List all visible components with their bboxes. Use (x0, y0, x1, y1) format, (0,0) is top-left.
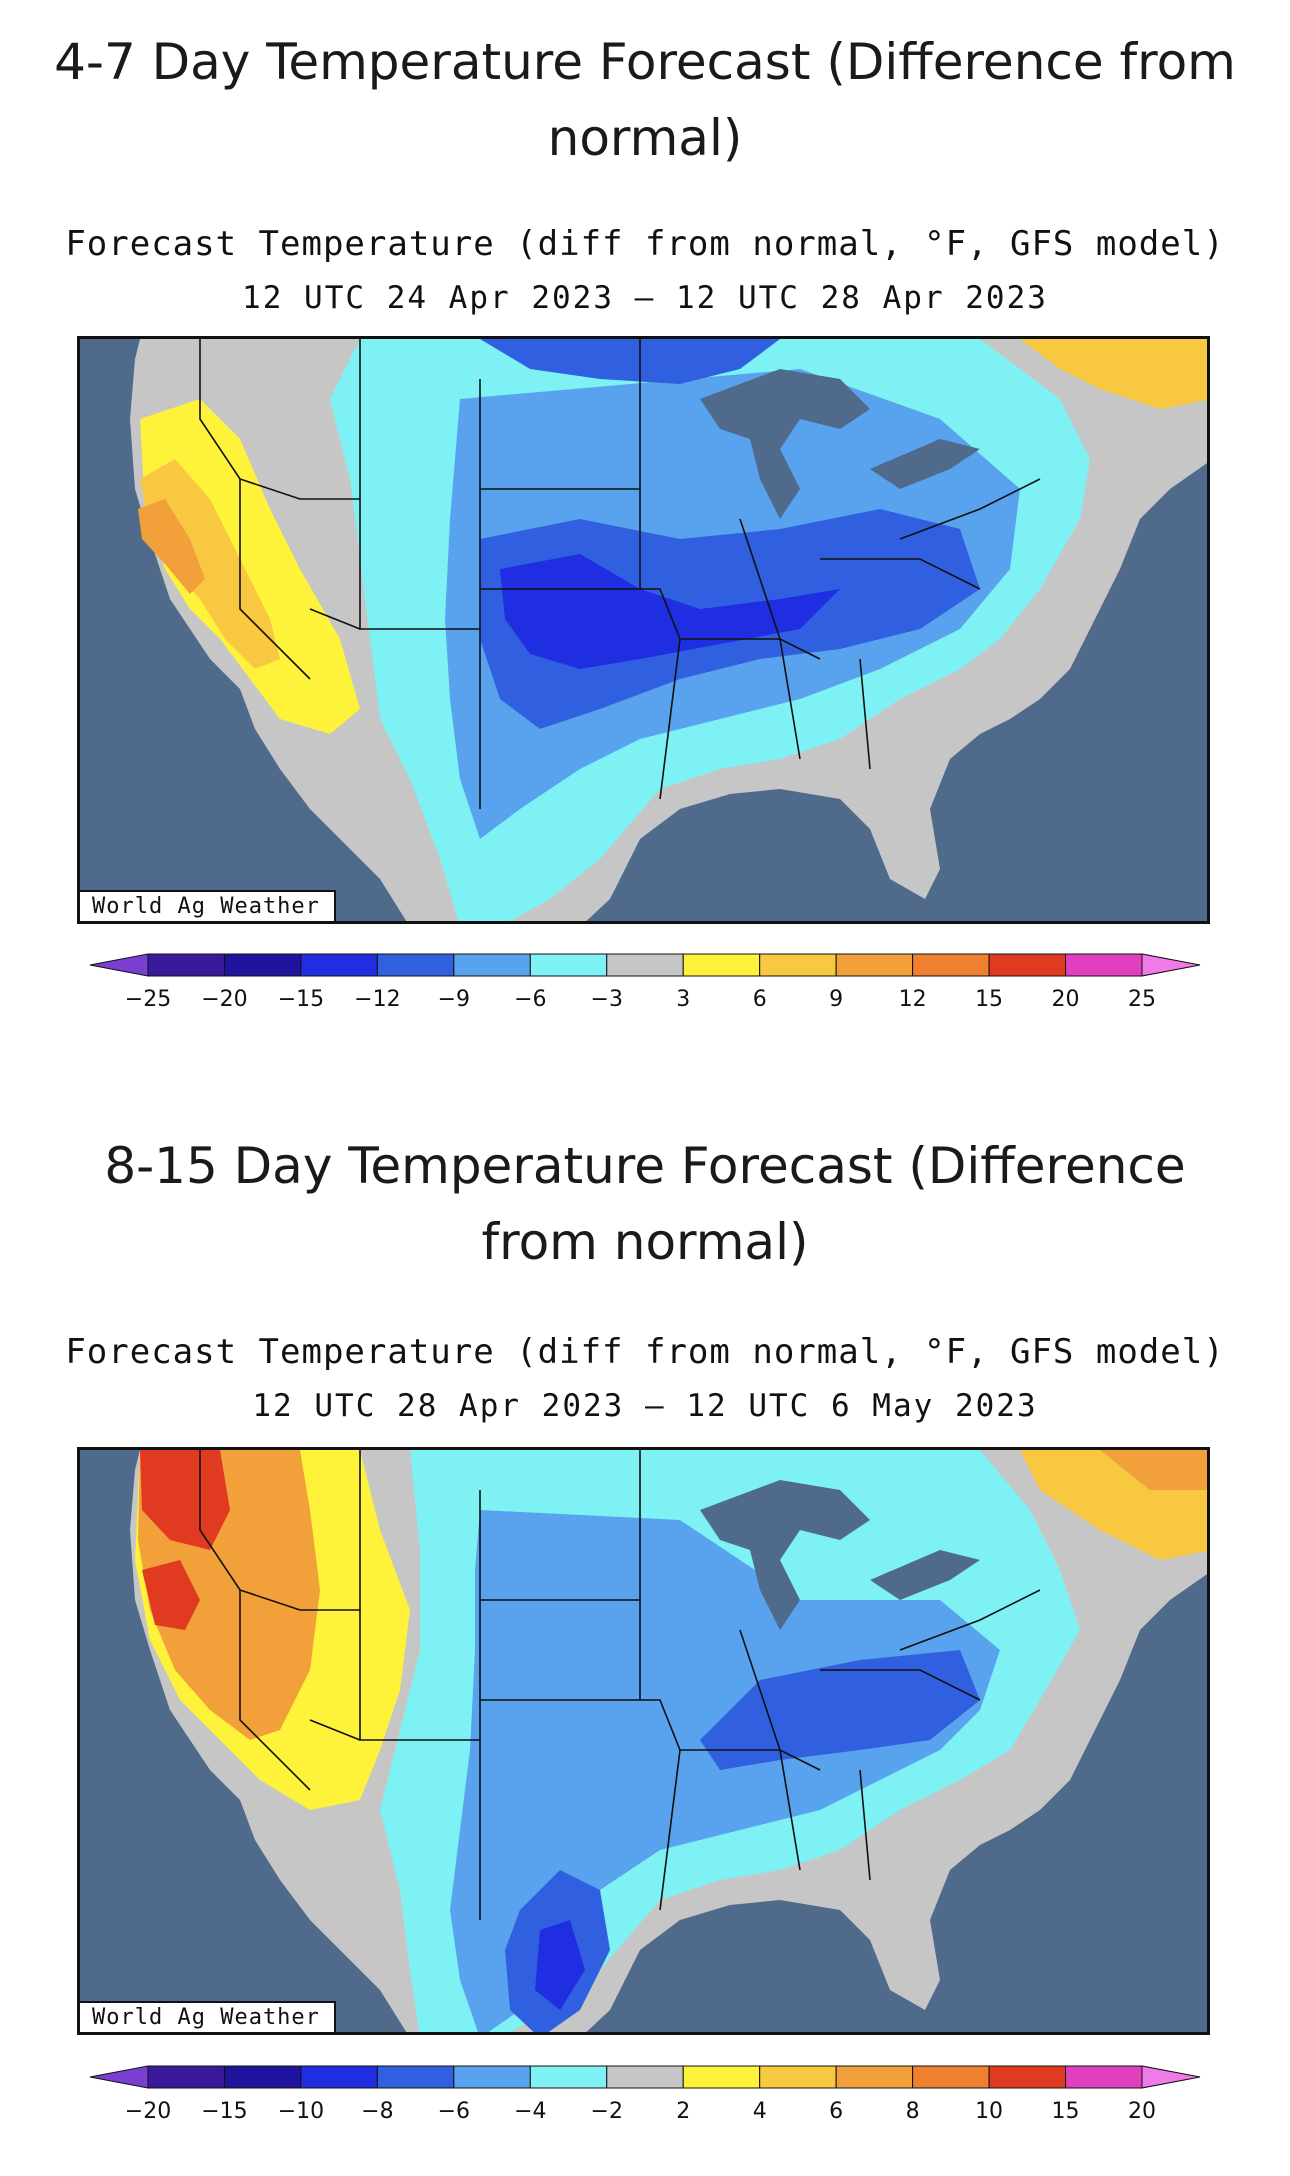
scale-tick-label: 8 (906, 2099, 920, 2124)
scale-tick-label: −20 (201, 987, 247, 1012)
scale-swatch (453, 2065, 531, 2089)
scale-tick-label: 9 (829, 987, 843, 1012)
map-title: Forecast Temperature (diff from normal, … (65, 1332, 1225, 1372)
cool-center-core (500, 554, 840, 669)
warm-west-hot (138, 499, 205, 594)
scale-tick-label: 12 (899, 987, 927, 1012)
scale-tick-label: 4 (753, 2099, 767, 2124)
scale-tick-label: −6 (438, 2099, 470, 2124)
scale-tick-label: 10 (975, 2099, 1003, 2124)
scale-swatch (682, 2065, 761, 2089)
scale-end-high (1141, 953, 1201, 977)
warm-northeast (1020, 339, 1207, 409)
color-scale: −20 −15 −10 −8 −6 −4 −2 2 4 6 8 10 15 20 (80, 2058, 1210, 2138)
scale-tick-label: 20 (1128, 2099, 1156, 2124)
cool-north (480, 339, 780, 384)
scale-tick-label: 15 (975, 987, 1003, 1012)
scale-tick-label: −15 (201, 2099, 247, 2124)
scale-swatch (988, 2065, 1067, 2089)
color-scale-graphic: −20 −15 −10 −8 −6 −4 −2 2 4 6 8 10 15 20 (89, 2065, 1201, 2124)
scale-end-low (89, 953, 149, 977)
scale-end-high (1141, 2065, 1201, 2089)
great-lakes (700, 369, 870, 519)
scale-swatch (912, 953, 990, 977)
scale-swatch (376, 953, 455, 977)
scale-swatch (1065, 953, 1143, 977)
scale-tick-label: 15 (1052, 2099, 1080, 2124)
great-lakes (700, 1480, 870, 1630)
scale-tick-label: −2 (591, 2099, 623, 2124)
color-scale: −25 −20 −15 −12 −9 −6 −3 3 6 9 12 15 20 25 (80, 946, 1210, 1026)
warm-northeast-hot (1100, 1450, 1207, 1490)
scale-swatch (300, 2065, 378, 2089)
scale-tick-label: −15 (278, 987, 324, 1012)
scale-swatch (759, 953, 837, 977)
map-date-range: 12 UTC 28 Apr 2023 – 12 UTC 6 May 2023 (252, 1388, 1038, 1424)
scale-tick-label: −10 (278, 2099, 324, 2124)
scale-swatch (147, 953, 225, 977)
scale-swatch (223, 2065, 302, 2089)
scale-swatch (1065, 2065, 1143, 2089)
scale-end-low (89, 2065, 149, 2089)
map-graphic (80, 339, 1207, 921)
scale-tick-label: −20 (125, 2099, 171, 2124)
scale-tick-label: 2 (676, 2099, 690, 2124)
scale-tick-label: −8 (361, 2099, 393, 2124)
temperature-map: World Ag Weather (77, 336, 1210, 924)
lake-erie (870, 1550, 980, 1600)
state-borders (199, 339, 1041, 809)
scale-swatch (300, 953, 378, 977)
scale-tick-label: 6 (829, 2099, 843, 2124)
scale-swatch (606, 953, 684, 977)
warm-west-hot2 (142, 1560, 200, 1630)
temperature-map: World Ag Weather (77, 1447, 1210, 2035)
map-title: Forecast Temperature (diff from normal, … (65, 224, 1225, 264)
lake-erie (870, 439, 980, 489)
color-scale-graphic: −25 −20 −15 −12 −9 −6 −3 3 6 9 12 15 20 25 (89, 953, 1201, 1012)
scale-swatch (759, 2065, 837, 2089)
state-borders (199, 1450, 1041, 1920)
warm-west-hot (140, 1450, 230, 1550)
scale-swatch (147, 2065, 225, 2089)
scale-tick-label: 20 (1052, 987, 1080, 1012)
map-graphic (80, 1450, 1207, 2032)
scale-swatch (606, 2065, 684, 2089)
map-date-range: 12 UTC 24 Apr 2023 – 12 UTC 28 Apr 2023 (242, 280, 1048, 316)
scale-swatch (223, 953, 302, 977)
scale-swatch (835, 953, 914, 977)
scale-tick-label: 3 (676, 987, 690, 1012)
warm-west-core (140, 459, 280, 669)
scale-tick-label: −6 (514, 987, 546, 1012)
map-credit: World Ag Weather (80, 2001, 336, 2032)
section-heading: 8-15 Day Temperature Forecast (Differenc… (104, 1137, 1186, 1271)
scale-swatch (682, 953, 761, 977)
scale-swatch (835, 2065, 914, 2089)
scale-tick-label: −25 (125, 987, 171, 1012)
scale-tick-label: −3 (591, 987, 623, 1012)
scale-tick-label: −4 (514, 2099, 546, 2124)
section-heading: 4-7 Day Temperature Forecast (Difference… (54, 33, 1236, 167)
scale-swatch (529, 2065, 608, 2089)
scale-tick-label: −9 (438, 987, 470, 1012)
scale-swatch (988, 953, 1067, 977)
scale-tick-label: 25 (1128, 987, 1156, 1012)
scale-tick-label: −12 (354, 987, 400, 1012)
map-credit: World Ag Weather (80, 890, 336, 921)
scale-swatch (453, 953, 531, 977)
scale-swatch (912, 2065, 990, 2089)
scale-tick-label: 6 (753, 987, 767, 1012)
scale-swatch (376, 2065, 455, 2089)
cool-center-deep (700, 1650, 980, 1770)
scale-swatch (529, 953, 608, 977)
cool-south-deep (535, 1920, 585, 2010)
